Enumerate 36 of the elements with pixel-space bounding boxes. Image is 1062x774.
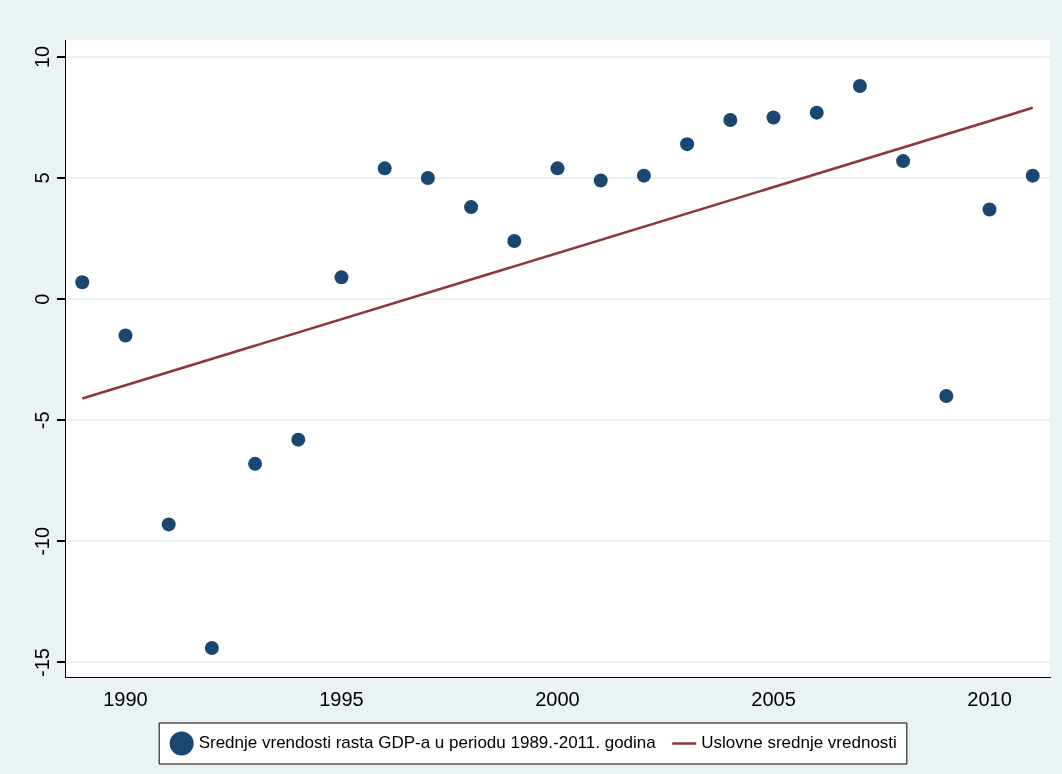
point bbox=[852, 79, 867, 94]
point bbox=[377, 161, 392, 176]
x-tick-label: 2000 bbox=[535, 687, 580, 710]
legend-label: Srednje vrendosti rasta GDP-a u periodu 1989.-2011. godina bbox=[198, 733, 657, 753]
point bbox=[723, 112, 738, 127]
point bbox=[507, 234, 522, 249]
y-tick-label: 5 bbox=[30, 172, 53, 184]
legend-label: Uslovne srednje vrednosti bbox=[701, 733, 897, 753]
point bbox=[334, 270, 349, 285]
x-tick-label: 1990 bbox=[103, 687, 148, 710]
point bbox=[118, 328, 133, 343]
point bbox=[161, 517, 176, 532]
y-tick-label: 10 bbox=[30, 45, 53, 69]
y-tick-label: -10 bbox=[30, 526, 53, 556]
point bbox=[593, 173, 608, 188]
point bbox=[248, 456, 263, 471]
point bbox=[1025, 168, 1040, 183]
point bbox=[204, 640, 219, 655]
point bbox=[982, 202, 997, 217]
point bbox=[896, 154, 911, 169]
point bbox=[766, 110, 781, 125]
point bbox=[75, 275, 90, 290]
point bbox=[939, 389, 954, 404]
point bbox=[636, 168, 651, 183]
x-tick-label: 2010 bbox=[967, 687, 1012, 710]
point bbox=[464, 200, 479, 215]
y-tick-label: 0 bbox=[30, 293, 53, 305]
x-tick-label: 2005 bbox=[751, 687, 796, 710]
x-tick-label: 1995 bbox=[319, 687, 364, 710]
point bbox=[809, 105, 824, 120]
y-tick-label: -5 bbox=[30, 411, 53, 430]
point bbox=[550, 161, 565, 176]
point bbox=[420, 171, 435, 186]
y-tick-label: -15 bbox=[30, 648, 53, 677]
point bbox=[291, 432, 306, 447]
point bbox=[680, 137, 695, 152]
